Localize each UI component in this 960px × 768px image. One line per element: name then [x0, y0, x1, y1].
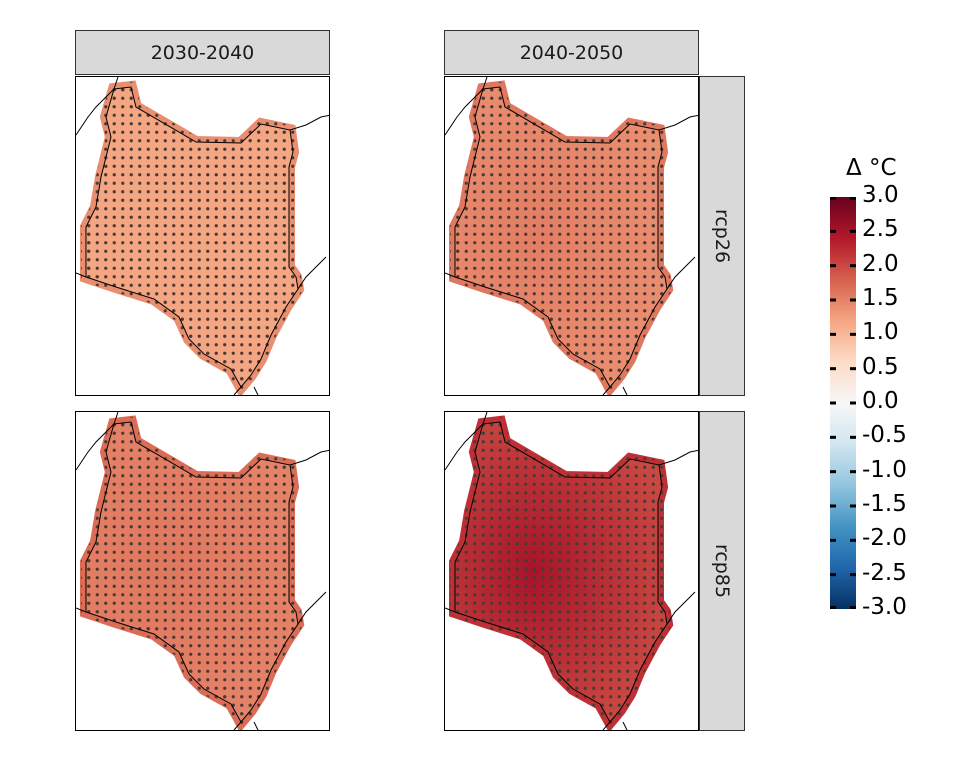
boundary-line — [445, 272, 456, 278]
facet-strip-2040-2050: 2040-2050 — [444, 30, 699, 75]
kenya-border — [454, 421, 668, 723]
boundary-line — [289, 449, 329, 466]
boundary-line — [297, 256, 327, 290]
map-panel-2040-2050-rcp26 — [444, 76, 699, 396]
boundary-line — [666, 256, 696, 290]
legend-tick-label: 3.0 — [862, 182, 899, 208]
legend-tick-label: 2.0 — [862, 250, 899, 277]
kenya-border — [85, 86, 299, 388]
facet-label-rcp26: rcp26 — [711, 208, 734, 264]
boundary-line — [445, 412, 488, 471]
map-panel-2030-2040-rcp26 — [75, 76, 330, 396]
color-legend: Δ °C 3.0 2.5 2.0 1.5 1.0 0.5 0.0 -0.5 -1.0 -1.5 -2… — [810, 155, 950, 665]
boundary-line — [602, 386, 628, 395]
boundary-line — [289, 114, 329, 131]
legend-tick-label: 0.5 — [862, 353, 899, 380]
legend-tick-label: -1.5 — [862, 491, 907, 517]
boundary-line — [658, 114, 698, 131]
map-svg — [76, 412, 329, 730]
map-svg — [445, 77, 698, 395]
boundary-line — [76, 272, 87, 278]
boundary-line — [76, 77, 119, 136]
facet-label-2030-2040: 2030-2040 — [150, 41, 255, 64]
boundary-line — [76, 607, 87, 613]
facet-label-rcp85: rcp85 — [711, 543, 734, 599]
boundary-line — [445, 607, 456, 613]
boundary-line — [445, 77, 488, 136]
facet-strip-rcp85: rcp85 — [699, 411, 745, 731]
boundary-line — [297, 591, 327, 625]
boundary-line — [233, 721, 259, 730]
kenya-border — [85, 421, 299, 723]
legend-tick-label: 0.0 — [862, 388, 899, 414]
legend-tick-label: -0.5 — [862, 422, 907, 449]
legend-title: Δ °C — [846, 155, 897, 181]
legend-tick-label: 2.5 — [862, 216, 899, 243]
map-panel-2030-2040-rcp85 — [75, 411, 330, 731]
facet-label-2040-2050: 2040-2050 — [519, 41, 624, 64]
boundary-line — [666, 591, 696, 625]
boundary-line — [602, 721, 628, 730]
map-svg — [76, 77, 329, 395]
legend-colorbar — [830, 197, 856, 609]
facet-strip-rcp26: rcp26 — [699, 76, 745, 396]
legend-tick-label: 1.0 — [862, 319, 899, 346]
legend-tick-label: -2.0 — [862, 525, 907, 552]
facet-strip-2030-2040: 2030-2040 — [75, 30, 330, 75]
legend-tick-label: -3.0 — [862, 594, 907, 620]
boundary-line — [658, 449, 698, 466]
boundary-line — [233, 386, 259, 395]
map-panel-2040-2050-rcp85 — [444, 411, 699, 731]
map-svg — [445, 412, 698, 730]
legend-tick-label: -1.0 — [862, 456, 907, 483]
kenya-border — [454, 86, 668, 388]
legend-tick-label: -2.5 — [862, 559, 907, 586]
legend-tick-label: 1.5 — [862, 285, 899, 311]
boundary-line — [76, 412, 119, 471]
